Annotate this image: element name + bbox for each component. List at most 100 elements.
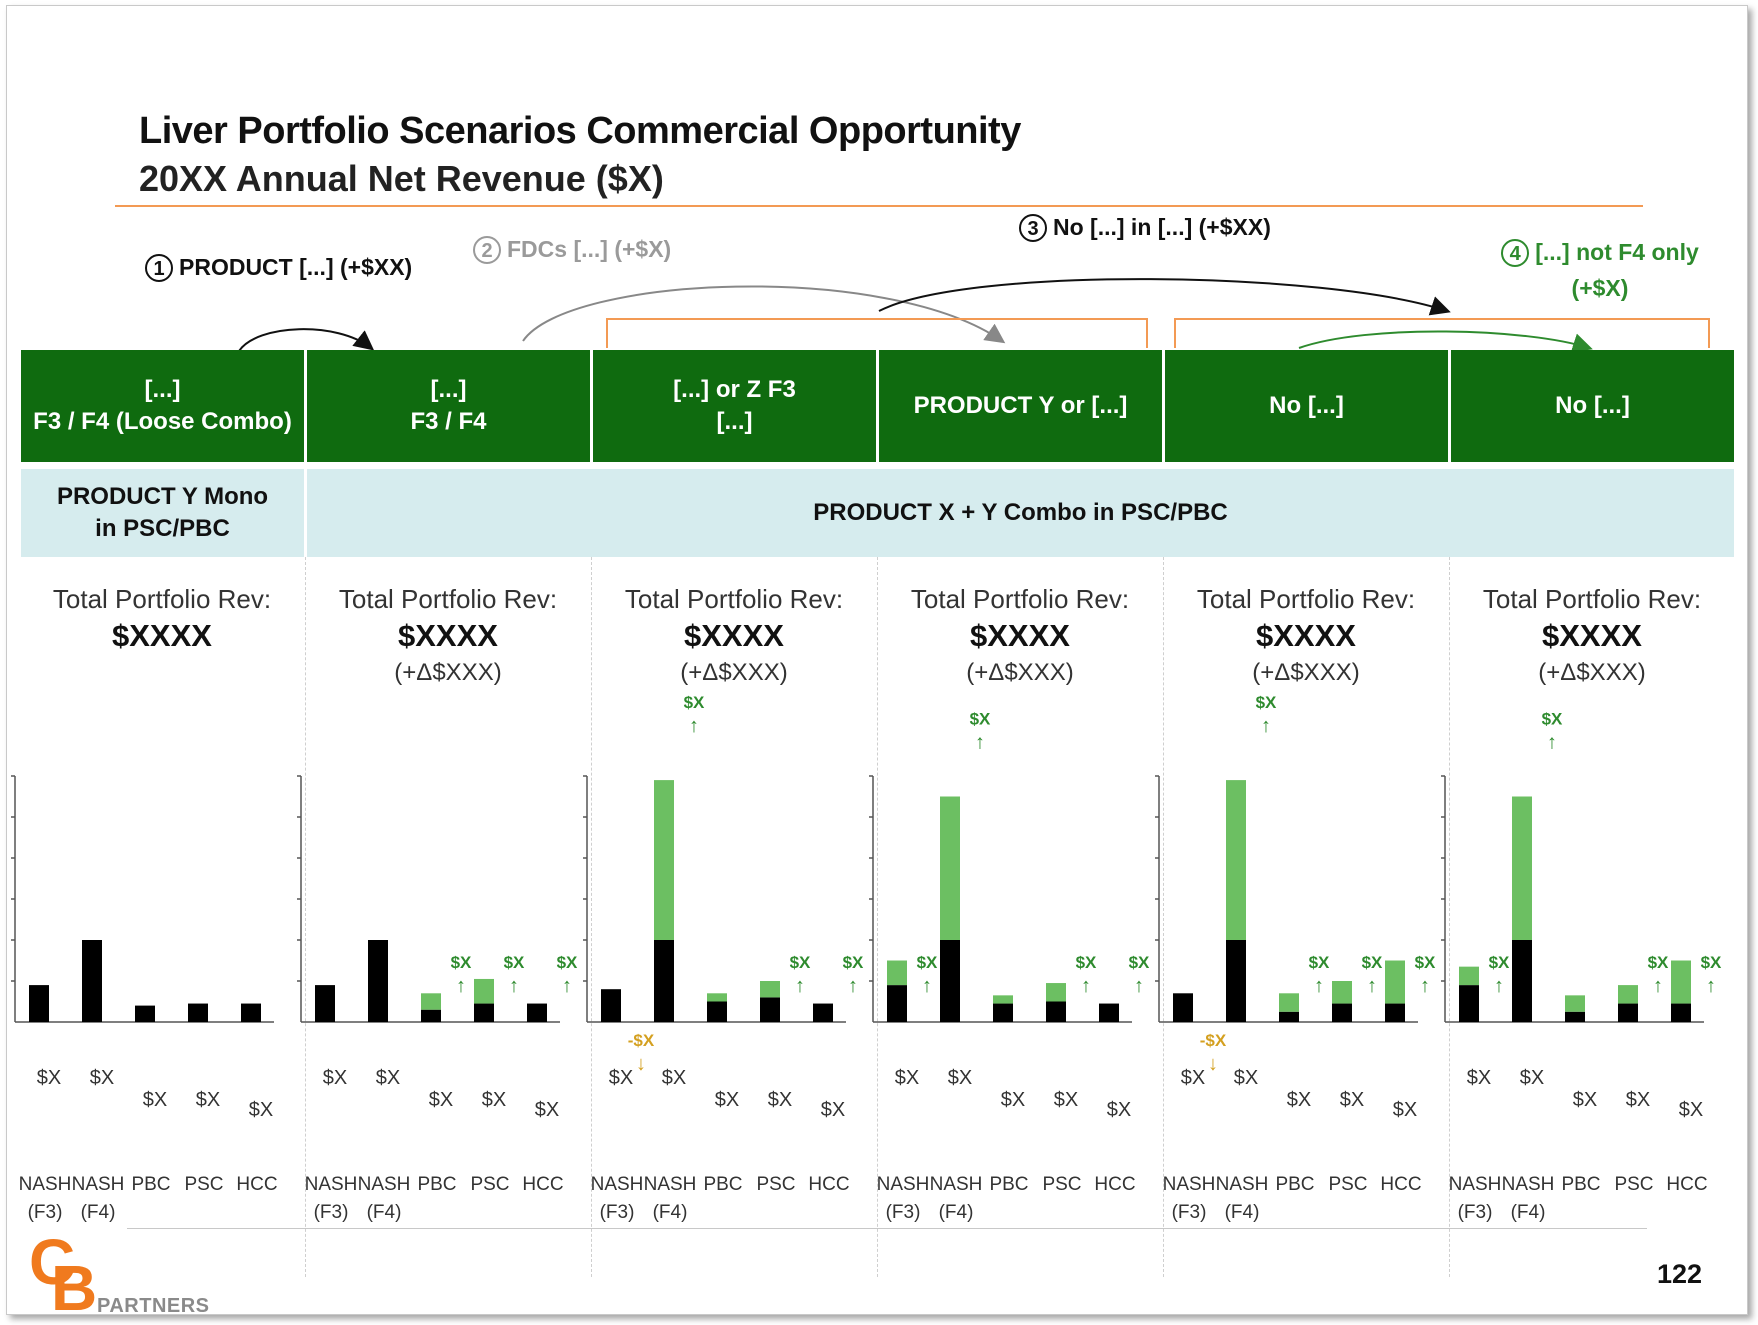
up-arrow-icon: ↑: [509, 975, 519, 997]
category-label: HCC: [1666, 1174, 1707, 1195]
up-arrow-icon: ↑: [795, 975, 805, 997]
scenario-1-number: 1: [145, 254, 173, 282]
category-label: HCC: [808, 1174, 849, 1195]
change-label: $X: [504, 953, 525, 972]
bar-base: [315, 985, 335, 1022]
total-rev-delta-5: (+Δ$XXX): [1252, 659, 1360, 686]
bar-increment: [940, 796, 960, 940]
bracket-scenario-3: [606, 318, 1148, 348]
down-arrow-icon: ↓: [1208, 1053, 1218, 1075]
change-label: $X: [843, 953, 864, 972]
total-rev-delta-2: (+Δ$XXX): [394, 659, 502, 686]
bar-increment: [654, 780, 674, 940]
bracket-scenario-4: [1174, 318, 1710, 348]
up-arrow-icon: ↑: [562, 975, 572, 997]
value-label: $X: [1393, 1099, 1417, 1121]
value-label: $X: [1520, 1067, 1544, 1089]
value-label: $X: [90, 1067, 114, 1089]
value-label: $X: [1626, 1089, 1650, 1111]
change-label: $X: [1129, 953, 1150, 972]
up-arrow-icon: ↑: [1547, 732, 1557, 754]
scenario-3-text: No [...] in [...] (+$XX): [1053, 214, 1271, 240]
bar-base: [1565, 1011, 1585, 1022]
bar-base: [1279, 1011, 1299, 1022]
up-arrow-icon: ↑: [1367, 975, 1377, 997]
bar-increment: [1618, 985, 1638, 1004]
category-label: (F4): [1511, 1202, 1546, 1223]
value-label: $X: [249, 1099, 273, 1121]
bar-base: [654, 940, 674, 1022]
bar-base: [241, 1003, 261, 1022]
category-label: (F3): [1458, 1202, 1493, 1223]
bar-base: [993, 1003, 1013, 1022]
band-mono: PRODUCT Y Mono in PSC/PBC: [21, 469, 304, 557]
change-label: $X: [970, 710, 991, 729]
category-label: (F3): [600, 1202, 635, 1223]
bar-base: [474, 1003, 494, 1022]
logo-text: PARTNERS: [97, 1295, 210, 1317]
bar-base: [1512, 940, 1532, 1022]
category-label: NASH: [1449, 1174, 1502, 1195]
value-label: $X: [895, 1067, 919, 1089]
scenario-2-arrow: [522, 285, 1006, 344]
value-label: $X: [1573, 1089, 1597, 1111]
change-label: $X: [1542, 710, 1563, 729]
scenario-arrows: [238, 278, 1710, 353]
value-label: $X: [1340, 1089, 1364, 1111]
bar-base: [527, 1003, 547, 1022]
up-arrow-icon: ↑: [922, 975, 932, 997]
category-label: PSC: [756, 1174, 795, 1195]
column-divider: [1449, 557, 1450, 1277]
down-arrow-icon: ↓: [636, 1053, 646, 1075]
title-rule: [115, 205, 1643, 207]
column-divider: [305, 557, 306, 1277]
category-label: PBC: [703, 1174, 742, 1195]
category-label: HCC: [1380, 1174, 1421, 1195]
total-rev-value-2: $XXXX: [398, 618, 498, 653]
up-arrow-icon: ↑: [1314, 975, 1324, 997]
value-label: $X: [535, 1099, 559, 1121]
total-rev-value-5: $XXXX: [1256, 618, 1356, 653]
cb-partners-logo: C B PARTNERS: [29, 1226, 229, 1324]
scenario-3-label: 3 No [...] in [...] (+$XX): [1019, 214, 1271, 242]
bar-base: [368, 940, 388, 1022]
bar-base: [1099, 1003, 1119, 1022]
value-label: $X: [1001, 1089, 1025, 1111]
up-arrow-icon: ↑: [1134, 975, 1144, 997]
category-label: HCC: [1094, 1174, 1135, 1195]
value-label: $X: [715, 1089, 739, 1111]
category-label: PSC: [1614, 1174, 1653, 1195]
slide-subtitle: 20XX Annual Net Revenue ($X): [139, 158, 664, 199]
scenario-4-arrow: [1298, 330, 1593, 353]
bar-base: [760, 997, 780, 1022]
change-label: $X: [1362, 953, 1383, 972]
category-label: PSC: [1042, 1174, 1081, 1195]
value-label: $X: [143, 1089, 167, 1111]
change-label: $X: [1309, 953, 1330, 972]
category-label: NASH: [358, 1174, 411, 1195]
category-label: PBC: [989, 1174, 1028, 1195]
bar-base: [82, 940, 102, 1022]
value-label: $X: [662, 1067, 686, 1089]
total-rev-value-3: $XXXX: [684, 618, 784, 653]
up-arrow-icon: ↑: [1494, 975, 1504, 997]
bar-base: [887, 985, 907, 1022]
category-label: NASH: [877, 1174, 930, 1195]
change-label: -$X: [1200, 1031, 1227, 1050]
column-header-3: [...] or Z F3 [...]: [593, 350, 876, 462]
column-header-5: No [...]: [1165, 350, 1448, 462]
slide-title: Liver Portfolio Scenarios Commercial Opp…: [139, 110, 1021, 152]
change-label: $X: [1489, 953, 1510, 972]
category-label: (F4): [367, 1202, 402, 1223]
bar-base: [135, 1005, 155, 1022]
bar-increment: [1385, 960, 1405, 1004]
column-header-6: No [...]: [1451, 350, 1734, 462]
category-label: (F3): [28, 1202, 63, 1223]
change-label: $X: [1415, 953, 1436, 972]
category-label: NASH: [1163, 1174, 1216, 1195]
category-label: (F4): [81, 1202, 116, 1223]
category-label: HCC: [236, 1174, 277, 1195]
value-label: $X: [196, 1089, 220, 1111]
scenario-4-label: 4 [...] not F4 only (+$X): [1485, 234, 1715, 306]
column-header-4: PRODUCT Y or [...]: [879, 350, 1162, 462]
